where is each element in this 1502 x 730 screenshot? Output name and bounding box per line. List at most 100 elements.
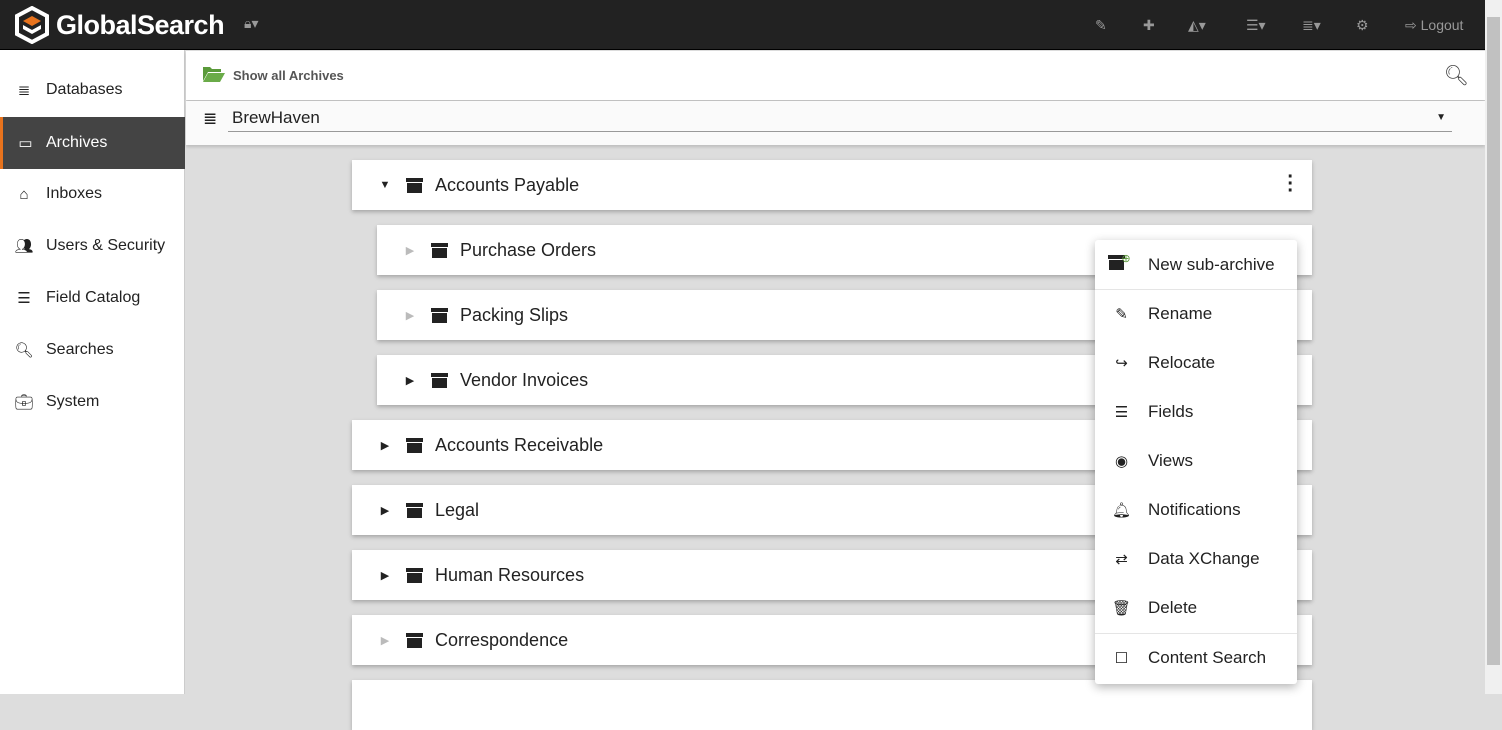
edit-icon[interactable]: ✎ xyxy=(1095,16,1107,33)
list-icon: ☰ xyxy=(1114,403,1129,421)
lock-icon: 🔒︎ xyxy=(244,15,252,31)
app-title: GlobalSearch xyxy=(56,9,225,40)
sidebar-item-label: Field Catalog xyxy=(46,289,141,306)
caret-right-icon: ▶ xyxy=(405,244,415,257)
sidebar-item-label: Databases xyxy=(46,81,123,98)
menu-item-notifications[interactable]: 🔔︎ Notifications xyxy=(1095,485,1297,534)
sidebar-item-label: Users & Security xyxy=(46,237,166,254)
sidebar-item-archives[interactable]: ▭ Archives xyxy=(0,117,185,169)
logo[interactable]: GlobalSearch xyxy=(14,6,225,44)
menu-item-relocate[interactable]: ↪ Relocate xyxy=(1095,338,1297,387)
menu-item-label: Fields xyxy=(1148,401,1194,421)
lock-menu[interactable]: 🔒︎▾ xyxy=(244,15,259,31)
archive-icon: ▭ xyxy=(18,135,33,152)
archive-icon xyxy=(406,632,423,648)
caret-right-icon[interactable]: ▶ xyxy=(405,374,415,387)
archive-label: Legal xyxy=(435,499,480,520)
archive-label: Accounts Payable xyxy=(435,174,580,195)
dropdown-arrow-icon: ▼ xyxy=(1436,112,1446,123)
sidebar-item-field-catalog[interactable]: ☰ Field Catalog xyxy=(0,272,185,324)
archive-row[interactable]: ▼ Accounts Payable · · · xyxy=(352,160,1312,210)
caret-right-icon[interactable]: ▶ xyxy=(380,569,390,582)
menu-item-label: Notifications xyxy=(1148,499,1241,519)
logout-label: Logout xyxy=(1420,17,1464,33)
list-icon[interactable]: ☰▾ xyxy=(1246,16,1266,33)
context-menu: ⊕ New sub-archive ✎ Rename ↪ Relocate ☰ Fiel… xyxy=(1095,240,1297,684)
sidebar-item-searches[interactable]: 🔍︎ Searches xyxy=(0,324,185,376)
menu-item-label: Content Search xyxy=(1148,647,1267,667)
archive-icon xyxy=(431,242,448,258)
menu-item-views[interactable]: ◉ Views xyxy=(1095,436,1297,485)
inbox-icon: ⌂ xyxy=(19,185,29,203)
database-icon: ≣ xyxy=(203,109,218,128)
menu-item-fields[interactable]: ☰ Fields xyxy=(1095,387,1297,436)
puzzle-icon[interactable]: ✚ xyxy=(1143,16,1155,33)
sidebar-item-label: Searches xyxy=(46,341,114,358)
search-icon[interactable]: 🔍︎ xyxy=(1443,65,1469,87)
share-icon: ↪ xyxy=(1115,354,1128,372)
caret-right-icon[interactable]: ▶ xyxy=(380,439,390,452)
sidebar-item-label: Inboxes xyxy=(46,185,103,202)
show-all-archives-link[interactable]: Show all Archives xyxy=(233,68,344,83)
archive-icon xyxy=(406,437,423,453)
folder-open-icon xyxy=(203,67,225,82)
archives-header: Show all Archives 🔍︎ xyxy=(186,51,1485,100)
menu-item-delete[interactable]: 🗑︎ Delete xyxy=(1095,583,1297,632)
sidebar-item-label: Archives xyxy=(46,134,108,151)
database-select[interactable]: BrewHaven ▼ xyxy=(228,108,1452,132)
sidebar-item-users-security[interactable]: 👥︎ Users & Security xyxy=(0,220,185,272)
square-icon: ☐ xyxy=(1114,649,1129,667)
archive-label: Purchase Orders xyxy=(460,239,597,260)
logout-button[interactable]: ⇨ Logout xyxy=(1405,0,1463,50)
caret-right-icon[interactable]: ▶ xyxy=(380,504,390,517)
archive-row[interactable] xyxy=(352,680,1312,730)
menu-item-label: Rename xyxy=(1148,303,1213,323)
archive-label: Human Resources xyxy=(435,564,585,585)
archive-icon xyxy=(431,307,448,323)
caret-down-icon[interactable]: ▼ xyxy=(379,179,391,191)
archive-label: Vendor Invoices xyxy=(460,369,589,390)
sidebar-item-system[interactable]: 💼︎ System xyxy=(0,376,185,428)
menu-item-label: Delete xyxy=(1148,597,1198,617)
menu-item-data-xchange[interactable]: ⇄ Data XChange xyxy=(1095,534,1297,583)
sidebar: ≣ Databases ▭ Archives ⌂ Inboxes 👥︎ Users & … xyxy=(0,50,185,694)
archive-label: Packing Slips xyxy=(460,304,569,325)
menu-item-label: Data XChange xyxy=(1148,548,1260,568)
menu-item-content-search[interactable]: ☐ Content Search xyxy=(1095,633,1297,682)
sidebar-item-inboxes[interactable]: ⌂ Inboxes xyxy=(0,168,185,220)
scrollbar[interactable] xyxy=(1485,0,1502,694)
database-icon: ≣ xyxy=(17,82,31,99)
menu-item-label: New sub-archive xyxy=(1148,254,1275,274)
users-icon: 👥︎ xyxy=(14,238,34,255)
archive-icon xyxy=(431,372,448,388)
menu-divider xyxy=(1095,633,1297,634)
logo-icon xyxy=(15,6,49,44)
top-navbar: GlobalSearch 🔒︎▾ ✎ ✚ ◭▾ ☰▾ ≣▾ ⚙ ⇨ Logout xyxy=(0,0,1485,50)
edit-icon: ✎ xyxy=(1115,305,1128,323)
briefcase-icon: 💼︎ xyxy=(14,394,34,411)
database-icon[interactable]: ≣▾ xyxy=(1302,16,1321,33)
scrollbar-thumb[interactable] xyxy=(1487,17,1500,665)
search-icon: 🔍︎ xyxy=(14,342,34,359)
caret-right-icon: ▶ xyxy=(380,634,390,647)
cogs-icon[interactable]: ⚙ xyxy=(1356,16,1369,33)
logout-icon: ⇨ xyxy=(1405,16,1417,33)
exchange-icon: ⇄ xyxy=(1115,550,1128,568)
menu-item-label: Relocate xyxy=(1148,352,1216,372)
sidebar-item-label: System xyxy=(46,393,100,410)
sidebar-item-databases[interactable]: ≣ Databases xyxy=(0,64,185,116)
bell-icon: 🔔︎ xyxy=(1111,501,1132,519)
menu-item-label: Views xyxy=(1148,450,1194,470)
caret-right-icon: ▶ xyxy=(405,309,415,322)
menu-divider xyxy=(1095,289,1297,290)
database-select-row: ≣ BrewHaven ▼ xyxy=(186,101,1485,145)
menu-item-rename[interactable]: ✎ Rename xyxy=(1095,289,1297,338)
eye-icon: ◉ xyxy=(1114,452,1129,470)
archive-icon xyxy=(406,177,423,193)
database-select-value: BrewHaven xyxy=(232,108,320,127)
archive-icon xyxy=(406,502,423,518)
kebab-menu-icon[interactable]: · · · xyxy=(1287,166,1294,202)
menu-item-new-sub-archive[interactable]: ⊕ New sub-archive xyxy=(1095,240,1297,289)
list-icon: ☰ xyxy=(17,290,31,307)
chart-icon[interactable]: ◭▾ xyxy=(1188,16,1206,33)
